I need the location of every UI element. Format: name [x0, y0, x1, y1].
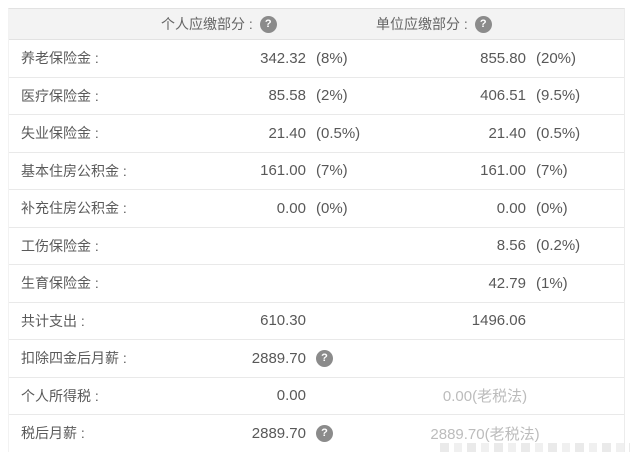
personal-percent: (7%) [316, 162, 348, 180]
help-icon[interactable]: ? [316, 349, 333, 367]
company-value: 855.80 [480, 49, 526, 67]
personal-value: 342.32 [260, 49, 306, 67]
row-label: 失业保险金 : [21, 125, 99, 142]
personal-value: 2889.70 [251, 424, 306, 442]
row-label: 工伤保险金 : [21, 237, 99, 254]
table-row-maternity: 生育保险金 : 42.79 (1%) [9, 265, 624, 303]
company-value: 161.00 [480, 162, 526, 180]
personal-percent: (0.5%) [316, 124, 361, 142]
header-company-part: 单位应缴部分 : ? [376, 9, 492, 39]
help-icon[interactable]: ? [316, 424, 333, 442]
company-percent: (9.5%) [536, 87, 581, 105]
company-value: 8.56 [496, 237, 526, 255]
personal-value: 2889.70 [251, 349, 306, 367]
row-label: 医疗保险金 : [21, 87, 99, 104]
table-row-total-expense: 共计支出 : 610.30 1496.06 [9, 302, 624, 340]
personal-value: 85.58 [268, 87, 306, 105]
row-label: 生育保险金 : [21, 275, 99, 292]
help-icon[interactable]: ? [259, 15, 277, 33]
table-row-unemployment: 失业保险金 : 21.40 (0.5%) 21.40 (0.5%) [9, 115, 624, 153]
table-header: 个人应缴部分 : ? 单位应缴部分 : ? [9, 9, 624, 40]
table-row-pension: 养老保险金 : 342.32 (8%) 855.80 (20%) [9, 40, 624, 78]
company-percent: (0.5%) [536, 124, 581, 142]
personal-value: 0.00 [276, 387, 306, 405]
company-percent: (1%) [536, 274, 568, 292]
table-row-income-tax: 个人所得税 : 0.00 0.00(老税法) [9, 377, 624, 415]
personal-percent: (8%) [316, 49, 348, 67]
personal-percent: (0%) [316, 199, 348, 217]
company-value: 21.40 [488, 124, 526, 142]
table-row-work-injury: 工伤保险金 : 8.56 (0.2%) [9, 227, 624, 265]
row-label: 养老保险金 : [21, 50, 99, 67]
company-percent: (0.2%) [536, 237, 581, 255]
row-label: 扣除四金后月薪 : [21, 350, 127, 367]
company-value: 0.00 [496, 199, 526, 217]
company-percent: (7%) [536, 162, 568, 180]
row-label: 补充住房公积金 : [21, 200, 127, 217]
company-value: 42.79 [488, 274, 526, 292]
row-label: 共计支出 : [21, 312, 85, 329]
header-company-label: 单位应缴部分 : [376, 16, 468, 32]
table-row-basic-housing-fund: 基本住房公积金 : 161.00 (7%) 161.00 (7%) [9, 152, 624, 190]
table-row-supplementary-housing-fund: 补充住房公积金 : 0.00 (0%) 0.00 (0%) [9, 190, 624, 228]
table-row-after-tax-salary: 税后月薪 : 2889.70 ? 2889.70(老税法) [9, 415, 624, 452]
personal-value: 610.30 [260, 312, 306, 330]
contribution-table: 个人应缴部分 : ? 单位应缴部分 : ? 养老保险金 : 342.32 (8%… [8, 8, 625, 452]
row-label: 税后月薪 : [21, 425, 85, 442]
table-row-medical: 医疗保险金 : 85.58 (2%) 406.51 (9.5%) [9, 77, 624, 115]
personal-value: 0.00 [276, 199, 306, 217]
row-label: 基本住房公积金 : [21, 162, 127, 179]
header-personal-label: 个人应缴部分 : [161, 16, 253, 32]
company-old-tax-note: 0.00(老税法) [442, 388, 528, 406]
company-percent: (20%) [536, 49, 577, 67]
personal-help-cell: ? [306, 424, 386, 442]
company-value: 1496.06 [471, 312, 526, 330]
company-value: 406.51 [480, 87, 526, 105]
help-icon[interactable]: ? [474, 15, 492, 33]
table-row-salary-after-deductions: 扣除四金后月薪 : 2889.70 ? [9, 340, 624, 378]
row-label: 个人所得税 : [21, 387, 99, 404]
header-personal-part: 个人应缴部分 : ? [161, 9, 277, 39]
personal-value: 161.00 [260, 162, 306, 180]
personal-help-cell: ? [306, 349, 386, 367]
company-percent: (0%) [536, 199, 568, 217]
personal-percent: (2%) [316, 87, 348, 105]
personal-value: 21.40 [268, 124, 306, 142]
company-old-tax-note: 2889.70(老税法) [430, 425, 540, 443]
watermark [440, 443, 630, 452]
